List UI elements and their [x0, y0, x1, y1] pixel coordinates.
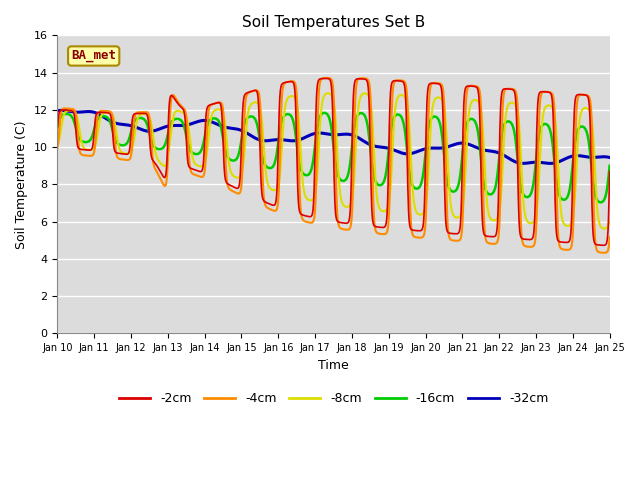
-32cm — [492, 149, 499, 155]
-32cm — [420, 146, 428, 152]
-8cm — [606, 217, 614, 223]
-2cm — [541, 89, 548, 95]
-4cm — [606, 234, 614, 240]
-8cm — [600, 226, 608, 231]
-8cm — [238, 169, 246, 175]
-4cm — [323, 75, 331, 81]
Line: -4cm: -4cm — [58, 78, 610, 253]
-16cm — [177, 117, 184, 122]
-4cm — [177, 102, 184, 108]
-32cm — [239, 128, 246, 133]
-32cm — [606, 155, 614, 160]
-16cm — [420, 169, 428, 175]
-2cm — [420, 219, 428, 225]
-16cm — [597, 200, 605, 205]
Title: Soil Temperatures Set B: Soil Temperatures Set B — [242, 15, 425, 30]
Line: -2cm: -2cm — [58, 78, 610, 245]
-16cm — [606, 163, 614, 168]
-8cm — [420, 210, 428, 216]
-4cm — [600, 250, 608, 256]
-2cm — [599, 242, 607, 248]
-16cm — [321, 110, 328, 116]
-8cm — [541, 107, 548, 112]
-2cm — [177, 103, 184, 109]
-4cm — [238, 176, 246, 181]
-4cm — [54, 145, 61, 151]
-16cm — [541, 121, 548, 127]
-2cm — [606, 168, 614, 174]
-2cm — [322, 75, 330, 81]
-8cm — [324, 90, 332, 96]
-16cm — [54, 124, 61, 130]
-16cm — [238, 133, 246, 139]
Line: -32cm: -32cm — [58, 110, 610, 163]
-16cm — [492, 183, 499, 189]
Line: -8cm: -8cm — [58, 93, 610, 228]
-32cm — [541, 160, 548, 166]
-2cm — [163, 161, 171, 167]
-32cm — [163, 123, 171, 129]
-16cm — [163, 136, 171, 142]
-2cm — [492, 233, 499, 239]
-2cm — [238, 124, 246, 130]
-32cm — [177, 123, 184, 129]
-8cm — [492, 217, 499, 223]
Text: BA_met: BA_met — [71, 49, 116, 62]
-8cm — [163, 160, 171, 166]
Y-axis label: Soil Temperature (C): Soil Temperature (C) — [15, 120, 28, 249]
X-axis label: Time: Time — [318, 359, 349, 372]
Legend: -2cm, -4cm, -8cm, -16cm, -32cm: -2cm, -4cm, -8cm, -16cm, -32cm — [114, 387, 554, 410]
-4cm — [163, 176, 171, 182]
-4cm — [420, 233, 428, 239]
-32cm — [54, 108, 61, 114]
-32cm — [58, 108, 65, 113]
-32cm — [547, 160, 554, 166]
-4cm — [492, 240, 499, 246]
-8cm — [54, 142, 61, 147]
-8cm — [177, 108, 184, 114]
Line: -16cm: -16cm — [58, 113, 610, 203]
-4cm — [541, 89, 548, 95]
-2cm — [54, 126, 61, 132]
